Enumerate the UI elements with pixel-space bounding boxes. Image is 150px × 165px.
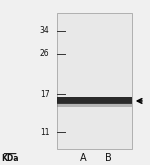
Text: B: B <box>105 153 111 163</box>
Text: 17: 17 <box>40 90 50 99</box>
Text: A: A <box>80 153 87 163</box>
Text: 11: 11 <box>40 128 50 137</box>
Bar <box>57 103 132 107</box>
Bar <box>57 97 132 104</box>
Text: 26: 26 <box>40 49 50 58</box>
Text: KDa: KDa <box>2 154 19 164</box>
Text: 34: 34 <box>40 26 50 35</box>
Bar <box>57 13 132 149</box>
